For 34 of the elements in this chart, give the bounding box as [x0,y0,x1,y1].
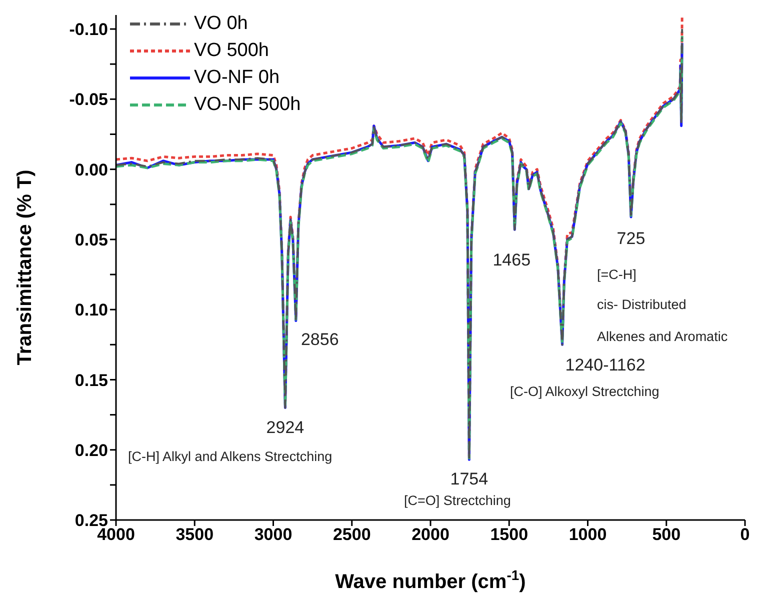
x-tick-label: 0 [740,525,750,544]
annotation: 2924 [266,418,304,437]
y-tick-label: 0.15 [74,370,108,390]
annotation: 2856 [300,330,339,349]
x-tick-label: 4000 [97,525,135,544]
annotation: cis- Distributed [597,297,686,312]
x-tick-label: 500 [652,525,681,544]
annotation: 1465 [492,250,531,270]
x-tick-label: 2500 [332,525,371,544]
annotation: [C-O] Alkoxyl Strectching [510,384,660,399]
y-tick-label: 0.10 [74,300,108,320]
y-axis-title: Transimittance (% T) [14,170,36,366]
y-tick-label: -0.10 [69,20,108,40]
x-tick-label: 2000 [412,525,450,544]
y-tick-label: 0.00 [74,160,108,180]
annotation: Alkenes and Aromatic [597,329,728,344]
legend-label: VO 500h [194,39,269,63]
annotation: [C=O] Strectching [404,493,511,508]
annotation: 1240-1162 [565,356,646,375]
x-tick-label: 3500 [176,525,214,544]
legend-label: VO 0h [194,12,248,36]
x-axis-title: Wave number (cm$^{-1}$) [335,567,526,593]
x-tick-label: 3000 [254,525,292,544]
y-tick-label: 0.05 [74,230,108,250]
annotation: [=C-H] [597,267,636,282]
y-tick-label: 0.20 [74,440,108,460]
annotation: 725 [616,229,646,248]
annotation: 1754 [450,470,488,489]
x-tick-label: 1000 [568,525,607,544]
x-tick-label: 1500 [490,525,528,544]
annotation: [C-H] Alkyl and Alkens Strectching [128,449,332,464]
legend-label: VO-NF 0h [194,66,280,90]
legend-label: VO-NF 500h [194,93,301,117]
y-tick-label: -0.05 [69,90,108,110]
